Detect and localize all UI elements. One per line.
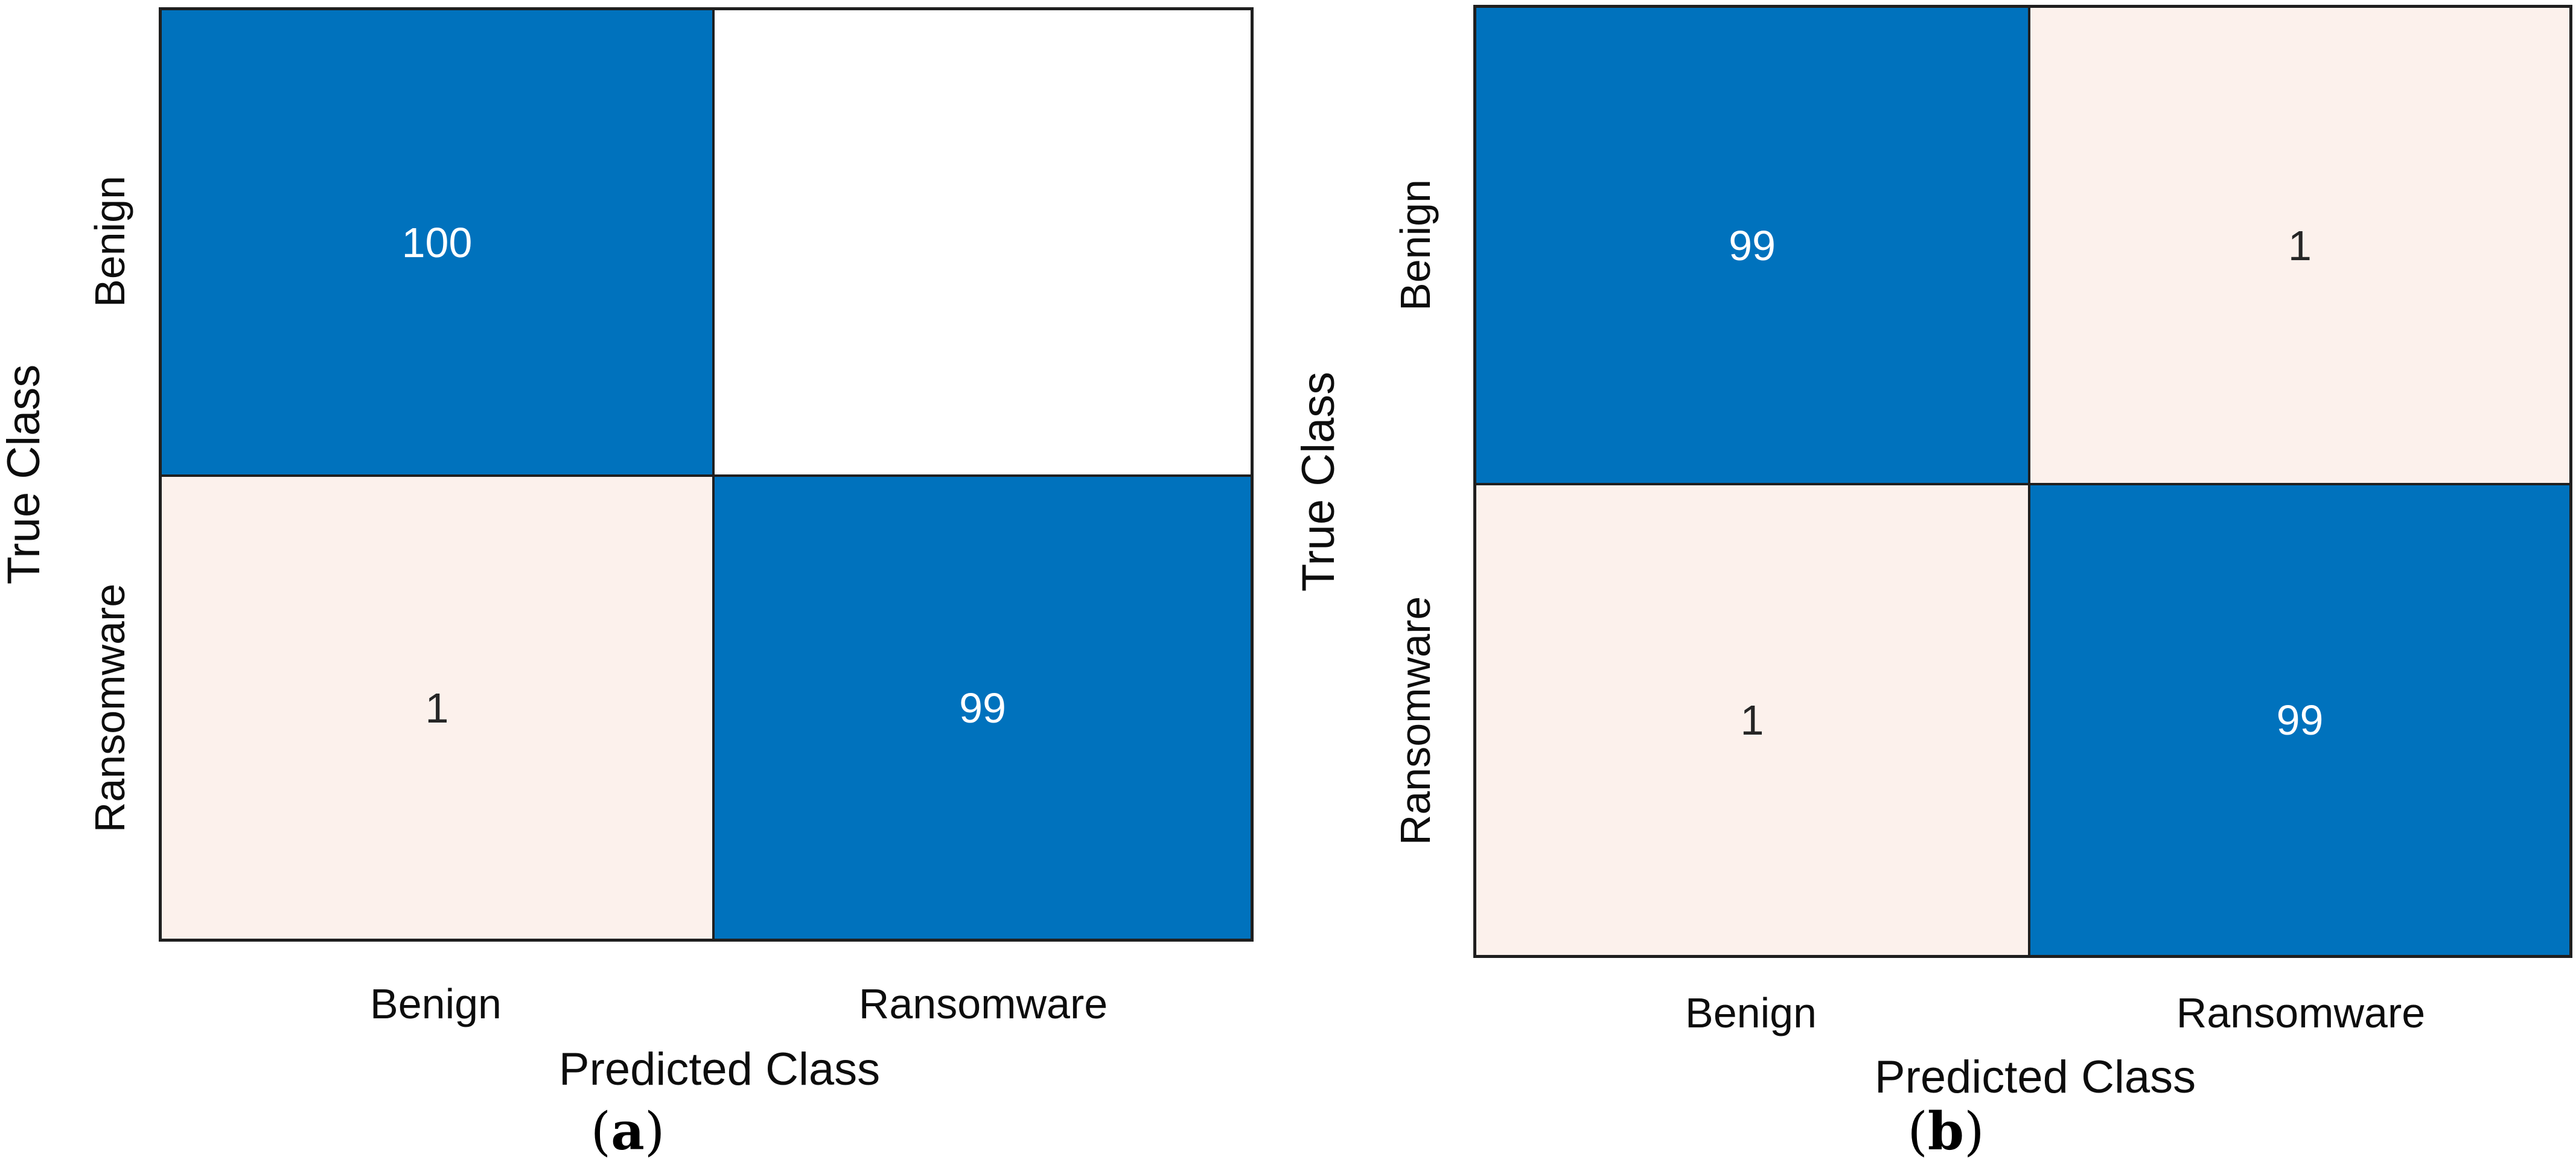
caption-b-close: ) <box>1964 1102 1985 1162</box>
x-tick-a-benign: Benign <box>370 980 502 1027</box>
y-tick-b-benign: Benign <box>1392 179 1439 311</box>
caption-a-letter: a <box>611 1101 645 1162</box>
cell-a-true-ransomware-pred-ransomware: 99 <box>715 477 1251 939</box>
x-tick-a-ransomware: Ransomware <box>858 980 1108 1027</box>
x-axis-title-b: Predicted Class <box>1874 1052 2196 1103</box>
subfigure-caption-a: (a) <box>591 1106 665 1158</box>
y-tick-a-ransomware: Ransomware <box>86 583 133 833</box>
x-tick-b-benign: Benign <box>1685 989 1817 1036</box>
cell-b-true-ransomware-pred-benign: 1 <box>1476 485 2028 955</box>
y-axis-title-b: True Class <box>1293 371 1344 592</box>
cell-a-true-benign-pred-benign: 100 <box>162 10 712 474</box>
cell-b-true-ransomware-pred-ransomware: 99 <box>2030 485 2569 955</box>
x-axis-title-a: Predicted Class <box>558 1044 881 1095</box>
matrix-grid-a: 100 1 99 <box>159 7 1254 942</box>
caption-a-close: ) <box>644 1102 665 1162</box>
cell-a-true-benign-pred-ransomware <box>715 10 1251 474</box>
cell-b-true-benign-pred-benign: 99 <box>1476 8 2028 483</box>
caption-b-open: ( <box>1907 1102 1928 1162</box>
cell-a-true-ransomware-pred-benign: 1 <box>162 477 712 939</box>
y-tick-b-ransomware: Ransomware <box>1392 596 1439 846</box>
subfigure-caption-b: (b) <box>1907 1106 1984 1158</box>
y-axis-title-a: True Class <box>0 364 49 585</box>
x-tick-b-ransomware: Ransomware <box>2176 989 2426 1036</box>
caption-a-open: ( <box>590 1102 611 1162</box>
matrix-grid-b: 99 1 1 99 <box>1473 5 2572 958</box>
cell-b-true-benign-pred-ransomware: 1 <box>2030 8 2569 483</box>
caption-b-letter: b <box>1927 1101 1965 1162</box>
y-tick-a-benign: Benign <box>86 176 133 307</box>
